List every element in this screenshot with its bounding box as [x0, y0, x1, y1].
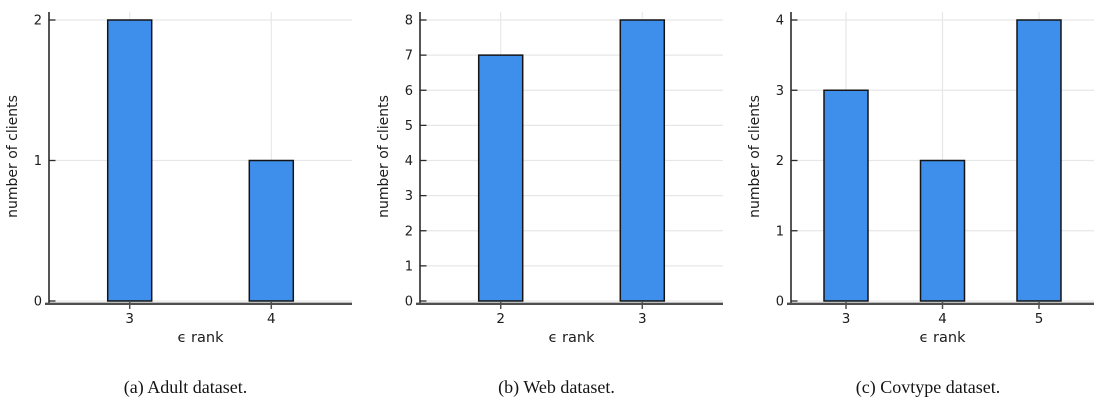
y-tick-label: 2 [776, 154, 784, 169]
y-tick-label: 8 [405, 14, 413, 29]
x-tick-label: 2 [496, 311, 505, 327]
subfigure-a: 0 1 2 3 4 ϵ rank number of clients (a) Adult d… [0, 0, 371, 416]
x-tick-label: 3 [125, 311, 134, 327]
y-axis-label: number of clients [376, 95, 392, 218]
y-tick-label: 6 [405, 84, 413, 99]
y-tick-label: 5 [405, 119, 413, 134]
y-tick-label: 0 [776, 295, 784, 310]
adult-dataset-bar-chart: 0 1 2 3 4 ϵ rank number of clients [5, 12, 352, 346]
bar [823, 89, 869, 302]
bar [919, 159, 966, 302]
x-tick-label: 4 [938, 311, 947, 327]
x-axis-label: ϵ rank [920, 330, 967, 346]
y-axis-label: number of clients [5, 95, 21, 218]
subfigure-b: 0 1 2 3 4 5 6 7 8 2 3 ϵ rank number of clients (b) W… [371, 0, 742, 416]
y-tick-label: 0 [405, 295, 413, 310]
x-tick-label: 5 [1035, 311, 1044, 327]
bar [477, 54, 524, 302]
y-tick-label: 1 [405, 259, 413, 274]
x-tick-label: 3 [638, 311, 647, 327]
x-tick-label: 3 [842, 311, 851, 327]
x-axis-label: ϵ rank [549, 330, 596, 346]
bar [248, 159, 295, 302]
x-tick-label: 4 [267, 311, 276, 327]
y-tick-label: 4 [776, 14, 784, 29]
subfigure-c: 0 1 2 3 4 3 4 5 ϵ rank number of clients (c) Covt… [742, 0, 1114, 416]
web-dataset-bar-chart: 0 1 2 3 4 5 6 7 8 2 3 ϵ rank number of clients [376, 12, 723, 346]
y-tick-label: 4 [405, 154, 413, 169]
caption-c: (c) Covtype dataset. [855, 377, 1001, 397]
bar [619, 19, 666, 302]
covtype-dataset-bar-chart: 0 1 2 3 4 3 4 5 ϵ rank number of clients [747, 12, 1094, 346]
y-tick-label: 3 [405, 189, 413, 204]
y-tick-label: 1 [776, 224, 784, 239]
y-axis-label: number of clients [747, 95, 763, 218]
bar [1016, 19, 1062, 302]
x-axis-label: ϵ rank [178, 330, 225, 346]
y-tick-label: 3 [776, 84, 784, 99]
caption-b: (b) Web dataset. [498, 377, 615, 397]
y-tick-label: 2 [405, 224, 413, 239]
bar [106, 19, 153, 302]
y-tick-label: 1 [34, 154, 42, 169]
y-tick-label: 2 [34, 14, 42, 29]
y-tick-label: 7 [405, 49, 413, 64]
caption-a: (a) Adult dataset. [123, 377, 248, 397]
y-tick-label: 0 [34, 295, 42, 310]
